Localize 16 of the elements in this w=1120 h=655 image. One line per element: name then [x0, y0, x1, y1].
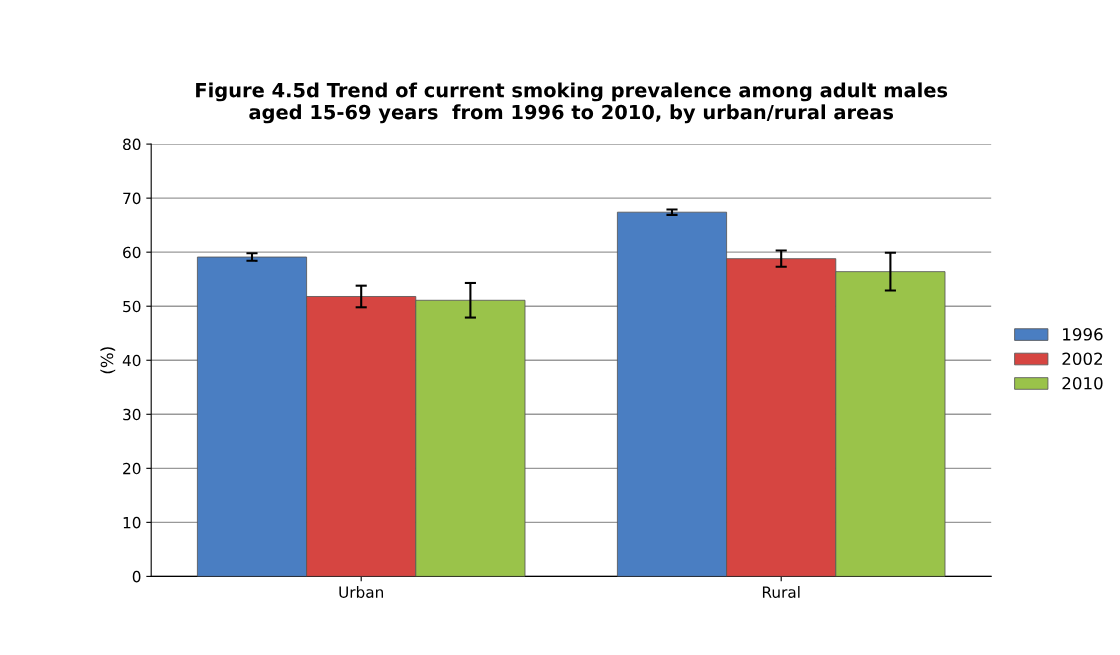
y-tick-label: 60 [123, 246, 141, 259]
chart-title: Figure 4.5d Trend of current smoking prevalence among adult males aged 15-69 years from 1996 to 2010, by urban/rural areas [196, 82, 948, 124]
x-tick-label: Rural [762, 586, 800, 598]
y-tick-label: 10 [123, 516, 141, 529]
legend-label: 2010 [1062, 376, 1103, 390]
x-tick-label: Urban [339, 586, 384, 598]
y-tick-label: 40 [122, 354, 141, 367]
y-tick-label: 30 [123, 408, 141, 421]
y-tick-label: 50 [123, 300, 141, 313]
y-tick-label: 70 [123, 192, 141, 205]
y-tick-label: 80 [123, 138, 141, 151]
legend-label: 2002 [1062, 352, 1103, 366]
y-tick-label: 0 [132, 570, 141, 583]
y-tick-label: 20 [123, 462, 141, 475]
y-axis-title: (%) [100, 347, 116, 374]
legend-label: 1996 [1063, 328, 1103, 341]
